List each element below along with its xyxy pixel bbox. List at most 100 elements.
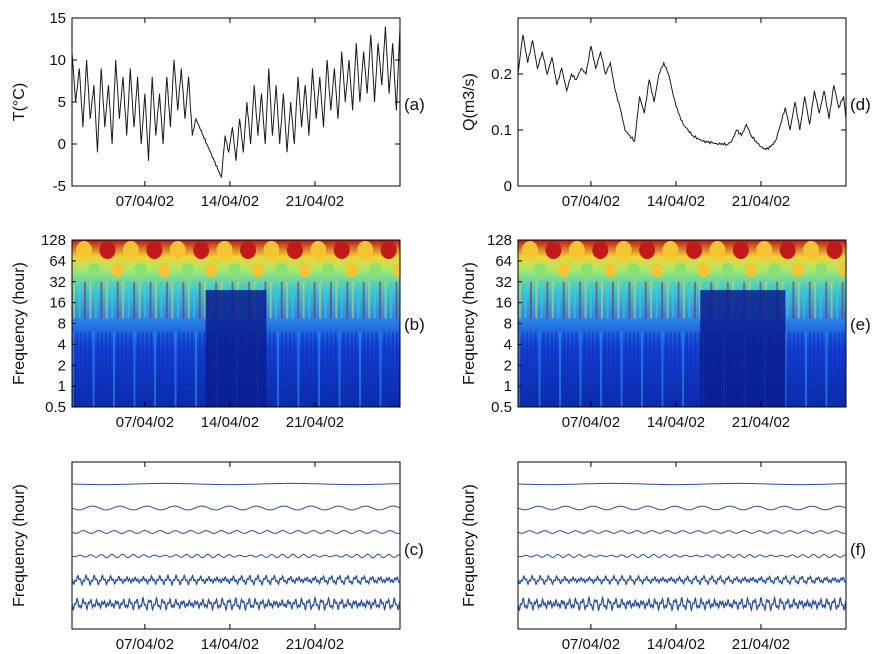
heatmap-cell	[732, 241, 749, 259]
heatmap-cell	[80, 331, 83, 407]
detail-series-line	[71, 530, 401, 534]
heatmap-cell	[204, 281, 207, 319]
heatmap-cell	[252, 263, 264, 277]
heatmap-cell	[390, 281, 393, 319]
heatmap-cell	[72, 331, 74, 407]
heatmap-cell	[673, 331, 676, 407]
heatmap-cell	[551, 281, 554, 319]
y-tick-label: 4	[504, 336, 512, 353]
panel-c: 07/04/02 14/04/02 21/04/02 Frequency (hour)…	[11, 461, 424, 653]
heatmap-body	[72, 240, 400, 407]
y-tick-label: 32	[49, 274, 66, 291]
y-axis-label: Frequency (hour)	[11, 262, 28, 385]
heatmap-cell	[322, 331, 325, 407]
heatmap-cell	[228, 263, 241, 277]
heatmap-cell	[540, 281, 543, 319]
heatmap-cell	[149, 331, 152, 407]
heatmap-cell	[649, 331, 652, 407]
y-tick-label: 8	[58, 316, 66, 333]
y-tick-label: 5	[58, 94, 66, 111]
heatmap-cell	[546, 331, 549, 407]
heatmap-cell	[815, 263, 828, 277]
heatmap-cell	[721, 263, 734, 277]
heatmap-cell	[269, 281, 272, 319]
heatmap-quiet-region	[700, 290, 786, 407]
heatmap-cell	[519, 281, 521, 319]
heatmap-cell	[632, 331, 635, 407]
heatmap-cell	[329, 281, 332, 319]
heatmap-cell	[841, 331, 844, 407]
heatmap-cell	[146, 241, 163, 259]
heatmap-cell	[639, 281, 642, 319]
heatmap-cell	[683, 281, 685, 319]
heatmap-cell	[655, 281, 658, 319]
series-line	[71, 26, 401, 178]
heatmap-cell	[606, 281, 609, 319]
heatmap-cell	[117, 331, 120, 407]
heatmap-cell	[181, 263, 194, 277]
heatmap-cell	[193, 281, 196, 319]
heatmap-cell	[604, 331, 607, 407]
heatmap-cell	[149, 281, 152, 319]
heatmap-cell	[133, 281, 136, 319]
heatmap-cell	[825, 281, 828, 319]
y-axis-label: Q(m3/s)	[461, 73, 478, 131]
heatmap-cell	[557, 281, 560, 319]
heatmap-cell	[686, 331, 689, 407]
x-tick-label: 14/04/02	[647, 636, 705, 653]
heatmap-cell	[359, 331, 361, 407]
heatmap-cell	[591, 331, 594, 407]
heatmap-cell	[88, 263, 100, 277]
panel-label: (f)	[850, 540, 866, 559]
y-tick-label: 8	[504, 316, 512, 333]
y-tick-label: 0.5	[45, 399, 66, 416]
heatmap-cell	[600, 331, 602, 407]
heatmap-cell	[83, 281, 86, 319]
heatmap-cell	[662, 241, 679, 259]
heatmap-cell	[786, 281, 789, 319]
heatmap-cell	[698, 263, 710, 277]
heatmap-cell	[240, 241, 256, 259]
heatmap-cell	[100, 281, 103, 319]
x-tick-label: 21/04/02	[286, 414, 344, 431]
heatmap-cell	[333, 241, 350, 259]
detail-series-line	[517, 595, 847, 613]
y-axis-label: T(°C)	[11, 83, 28, 121]
heatmap-cell	[342, 331, 345, 407]
y-tick-label: 4	[58, 336, 66, 353]
y-tick-label: 10	[49, 52, 66, 69]
heatmap-cell	[817, 331, 820, 407]
heatmap-cell	[779, 241, 796, 259]
heatmap-cell	[573, 281, 576, 319]
panel-label: (c)	[404, 540, 424, 559]
heatmap-cell	[326, 331, 329, 407]
heatmap-cell	[395, 331, 398, 407]
heatmap-cell	[650, 281, 653, 319]
heatmap-cell	[100, 331, 103, 407]
y-tick-label: 128	[41, 232, 66, 249]
y-tick-label: 0	[504, 178, 512, 195]
x-tick-label: 21/04/02	[286, 636, 344, 653]
heatmap-cell	[645, 331, 648, 407]
heatmap-e: 128 64 32 16 8 4 2 1 0.5 07/04/02 14/04/02 21/04/02…	[461, 232, 871, 431]
heatmap-cell	[554, 331, 557, 407]
heatmap-cell	[819, 281, 822, 319]
heatmap-cell	[611, 281, 614, 319]
heatmap-cell	[89, 281, 92, 319]
heatmap-cell	[198, 281, 201, 319]
heatmap-cell	[808, 281, 811, 319]
panel-label: (d)	[850, 95, 871, 114]
heatmap-cell	[392, 263, 400, 277]
heatmap-cell	[111, 281, 114, 319]
heatmap-b: 128 64 32 16 8 4 2 1 0.5 07/04/02 14/04/02 21/04/02…	[11, 232, 425, 431]
heatmap-cell	[768, 263, 781, 277]
heatmap-cell	[76, 241, 92, 259]
heatmap-cell	[604, 263, 617, 277]
y-axis-label: Frequency (hour)	[461, 262, 478, 385]
heatmap-cell	[338, 331, 341, 407]
detail-series-line	[71, 573, 401, 587]
heatmap-cell	[350, 331, 353, 407]
x-tick-label: 07/04/02	[116, 636, 174, 653]
heatmap-cell	[357, 241, 374, 259]
heatmap-cell	[383, 331, 386, 407]
